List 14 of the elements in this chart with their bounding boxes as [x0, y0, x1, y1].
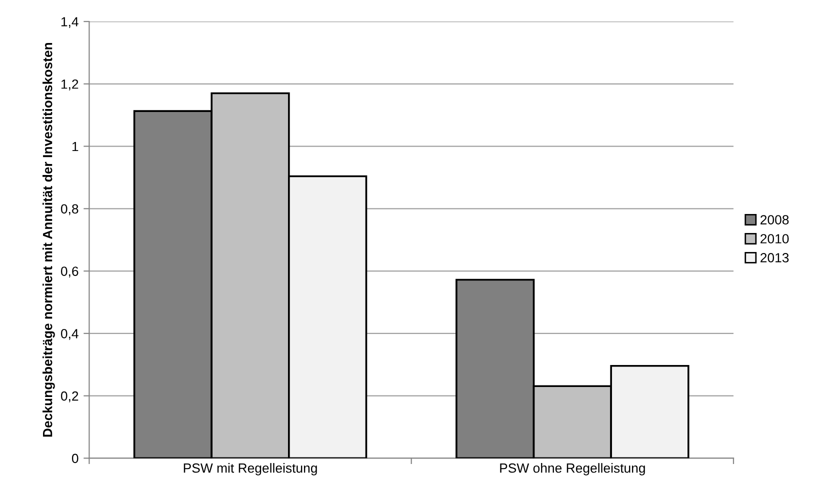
y-tick-label: 0,6: [60, 266, 78, 278]
y-tick-label: 0,8: [60, 204, 78, 216]
y-tick-label: 0,2: [60, 391, 78, 402]
legend-label: 2013: [760, 253, 789, 262]
x-tick-label: PSW ohne Regelleistung: [500, 463, 645, 476]
y-tick-label: 1: [72, 142, 78, 152]
legend-label: 2010: [760, 234, 789, 244]
y-axis-title: Deckungsbeiträge normiert mit Annuität der Investitionskosten: [42, 42, 55, 437]
y-tick-label: 1,4: [61, 17, 78, 28]
x-tick-label: PSW mit Regelleistung: [184, 463, 317, 476]
y-tick-label: 0,4: [60, 328, 78, 340]
y-tick-label: 1,2: [61, 79, 78, 90]
legend-label: 2008: [760, 215, 789, 224]
y-tick-label: 0: [72, 454, 78, 464]
